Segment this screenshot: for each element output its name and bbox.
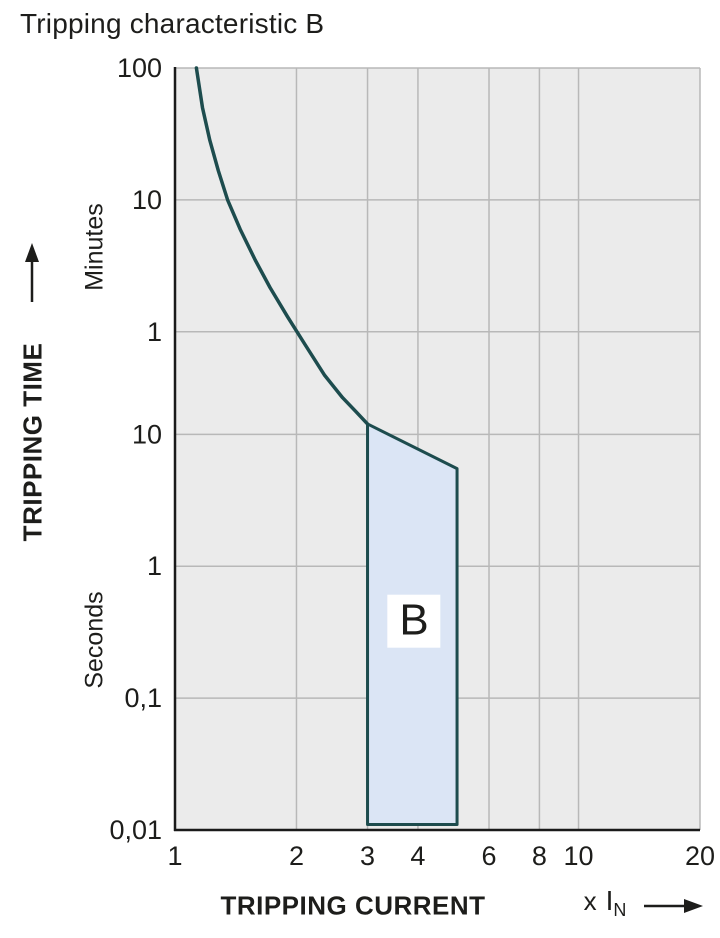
- y-tick-label: 0,01: [109, 815, 162, 845]
- x-tick-label: 2: [289, 841, 304, 871]
- y-axis-unit-minutes: Minutes: [80, 203, 109, 291]
- y-axis-arrow-icon: [25, 243, 39, 302]
- x-tick-label: 4: [410, 841, 425, 871]
- y-tick-label: 0,1: [124, 683, 162, 713]
- y-tick-label: 10: [132, 419, 162, 449]
- x-unit-subscript: N: [613, 900, 627, 921]
- x-unit-symbol: I: [605, 884, 614, 916]
- y-tick-label: 1: [147, 551, 162, 581]
- characteristic-curve: [194, 66, 370, 426]
- y-tick-label: 1: [147, 317, 162, 347]
- x-unit-prefix: x: [583, 885, 597, 916]
- x-tick-label: 6: [481, 841, 496, 871]
- band-label: B: [387, 594, 441, 648]
- x-tick-label: 3: [360, 841, 375, 871]
- chart-title: Tripping characteristic B: [20, 8, 325, 39]
- y-tick-label: 10: [132, 185, 162, 215]
- y-axis-title: TRIPPING TIME: [17, 342, 48, 542]
- x-axis-arrow-icon: [644, 899, 703, 913]
- x-tick-label: 10: [564, 841, 594, 871]
- y-axis-unit-seconds: Seconds: [80, 591, 109, 689]
- x-tick-label: 1: [167, 841, 182, 871]
- x-tick-label: 20: [685, 841, 715, 871]
- x-axis-title: TRIPPING CURRENT: [220, 890, 486, 921]
- x-axis-unit: x IN: [584, 885, 627, 921]
- y-tick-label: 100: [117, 53, 162, 83]
- x-tick-label: 8: [532, 841, 547, 871]
